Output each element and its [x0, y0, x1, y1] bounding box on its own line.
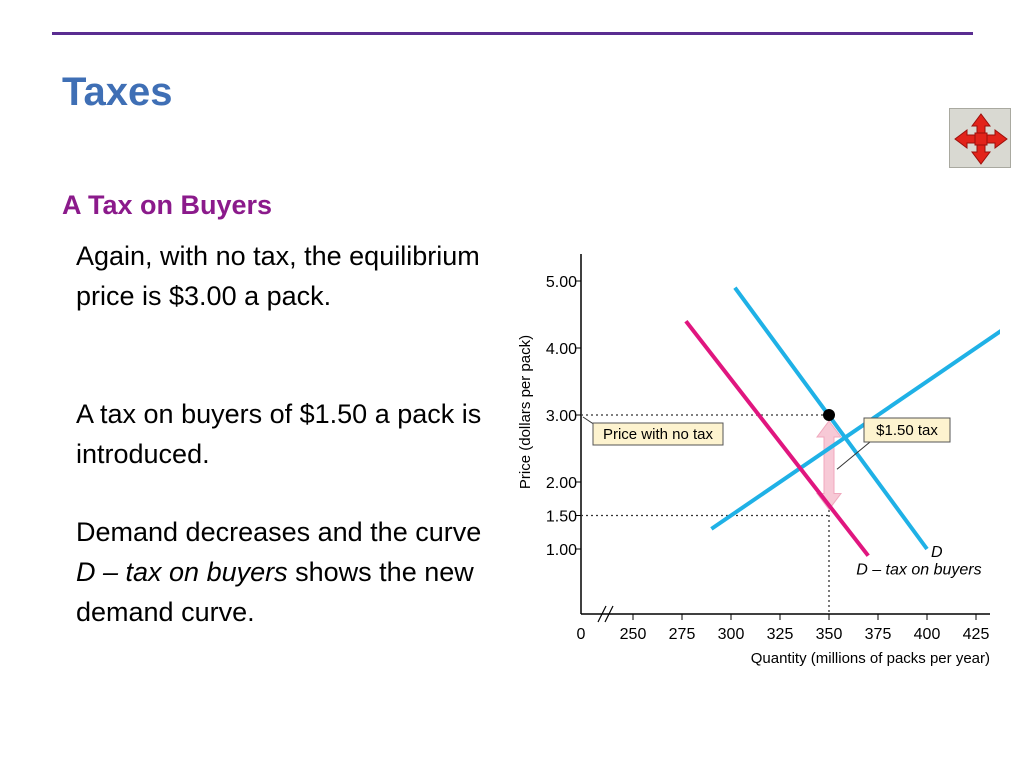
demand-tax-label: D – tax on buyers	[856, 562, 981, 579]
annotation-box-no-tax	[592, 422, 724, 446]
demand-label: D	[931, 544, 943, 561]
x-tick-label: 325	[767, 626, 794, 643]
x-tick-label: 275	[669, 626, 696, 643]
demand-tax-curve	[684, 319, 870, 557]
navigation-button[interactable]	[949, 108, 1011, 168]
annotation-box-tax	[863, 417, 951, 443]
y-tick-label: 4.00	[546, 341, 577, 358]
y-tick-label: 5.00	[546, 274, 577, 291]
axis-break-mark	[597, 605, 607, 623]
axis-break-mark	[604, 605, 614, 623]
x-tick-label: 300	[718, 626, 745, 643]
x-tick-label: 425	[963, 626, 990, 643]
equilibrium-point	[823, 409, 835, 421]
y-axis-label: Price (dollars per pack)	[517, 335, 534, 489]
y-tick-label: 1.00	[546, 542, 577, 559]
paragraph-tax-introduced: A tax on buyers of $1.50 a pack is intro…	[76, 399, 482, 469]
y-tick-label: 3.00	[546, 408, 577, 425]
x-tick-label: 350	[816, 626, 843, 643]
slide-title: Taxes	[62, 70, 173, 114]
x-tick-label: 375	[865, 626, 892, 643]
paragraph-demand-decrease: Demand decreases and the curve D – tax o…	[76, 512, 501, 632]
top-rule	[52, 32, 973, 35]
paragraph3-italic: D – tax on buyers	[76, 557, 288, 587]
paragraph3-end: shows the new demand curve.	[76, 557, 474, 627]
x-tick-label: 0	[577, 626, 586, 643]
annotation-tax-amount: $1.50 tax	[876, 422, 938, 439]
x-tick-label: 250	[620, 626, 647, 643]
annotation-leader-tax	[836, 441, 871, 470]
tax-chart: 0 250 275 300 325 350 375 400 425 1.00 1.50 2.00 3.0…	[517, 254, 1000, 667]
paragraph3-start: Demand decreases and the curve	[76, 517, 482, 547]
x-tick-label: 400	[914, 626, 941, 643]
x-axis-label: Quantity (millions of packs per year)	[751, 650, 990, 667]
four-way-arrows-icon	[954, 113, 1008, 165]
annotation-price-no-tax: Price with no tax	[603, 426, 714, 443]
paragraph-no-tax: Again, with no tax, the equilibrium pric…	[76, 241, 480, 311]
tax-arrow	[816, 420, 842, 511]
supply-curve	[710, 329, 1000, 531]
y-tick-label: 2.00	[546, 475, 577, 492]
slide-subtitle: A Tax on Buyers	[62, 190, 273, 220]
y-tick-label: 1.50	[546, 509, 577, 526]
